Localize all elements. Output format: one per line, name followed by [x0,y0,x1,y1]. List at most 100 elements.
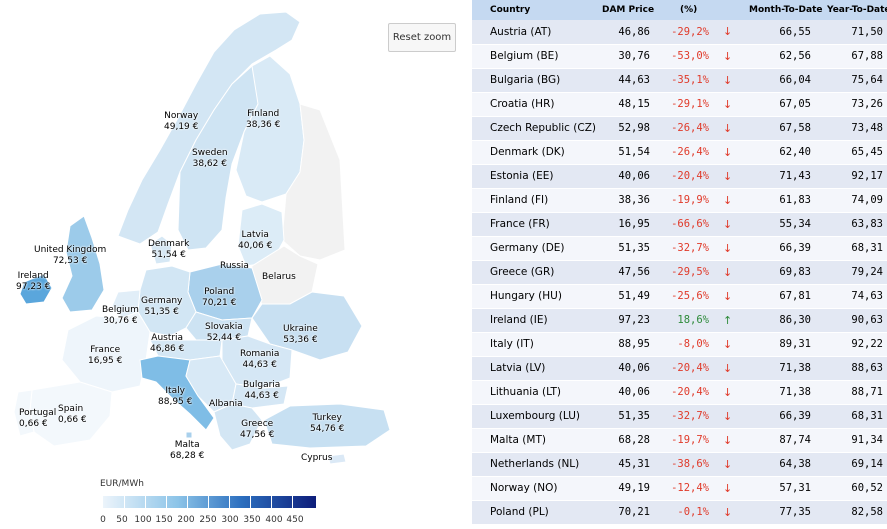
country-russia[interactable] [281,103,346,261]
dam-price-cell: 45,31 [598,452,654,477]
country-united-kingdom[interactable] [61,215,105,313]
country-norway[interactable] [117,11,301,245]
table-row[interactable]: Italy (IT) 88,95 -8,0% ↓ 89,31 92,22 [472,332,887,357]
arrow-down-icon: ↓ [713,140,737,165]
map-label-belgium: Belgium 30,76 € [102,305,139,327]
map-label-value: 51,54 € [151,250,186,260]
map-label-austria: Austria 46,86 € [150,333,184,355]
year-to-date-cell: 65,45 [815,140,887,165]
map-label-value: 38,36 € [246,120,281,130]
year-to-date-cell: 67,88 [815,44,887,69]
country-cell: Latvia (LV) [472,356,598,381]
reset-zoom-button[interactable]: Reset zoom [388,23,456,52]
country-portugal[interactable] [13,389,35,437]
map-label-value: 38,62 € [192,159,227,169]
map-label-value: 53,36 € [283,335,318,345]
country-cell: Poland (PL) [472,500,598,525]
table-row[interactable]: France (FR) 16,95 -66,6% ↓ 55,34 63,83 [472,212,887,237]
country-malta[interactable] [185,431,193,439]
country-ireland[interactable] [19,273,53,305]
table-row[interactable]: Germany (DE) 51,35 -32,7% ↓ 66,39 68,31 [472,236,887,261]
year-to-date-cell: 82,58 [815,500,887,525]
country-greece[interactable] [213,403,263,451]
table-row[interactable]: Malta (MT) 68,28 -19,7% ↓ 87,74 91,34 [472,428,887,453]
country-cell: Malta (MT) [472,428,598,453]
month-to-date-cell: 69,83 [737,260,815,285]
table-row[interactable]: Netherlands (NL) 45,31 -38,6% ↓ 64,38 69,14 [472,452,887,477]
arrow-down-icon: ↓ [713,212,737,237]
country-cell: Luxembourg (LU) [472,404,598,429]
dam-price-cell: 70,21 [598,500,654,525]
country-cell: Finland (FI) [472,188,598,213]
table-row[interactable]: Estonia (EE) 40,06 -20,4% ↓ 71,43 92,17 [472,164,887,189]
table-row[interactable]: Greece (GR) 47,56 -29,5% ↓ 69,83 79,24 [472,260,887,285]
percent-change-cell: -12,4% [654,476,713,501]
table-row[interactable]: Austria (AT) 46,86 -29,2% ↓ 66,55 71,50 [472,20,887,45]
country-cell: Estonia (EE) [472,164,598,189]
map-label-name: Austria [151,333,184,343]
header-month-to-date[interactable]: Month-To-Date [737,0,822,20]
map-label-sweden: Sweden 38,62 € [192,148,228,170]
table-row[interactable]: Poland (PL) 70,21 -0,1% ↓ 77,35 82,58 [472,500,887,525]
country-turkey[interactable] [263,403,391,449]
country-cell: Norway (NO) [472,476,598,501]
map-label-value: 0,66 € [58,415,87,425]
map-label-value: 97,23 € [16,282,51,292]
table-row[interactable]: Czech Republic (CZ) 52,98 -26,4% ↓ 67,58 73,4… [472,116,887,141]
percent-change-cell: -20,4% [654,356,713,381]
map-label-value: 40,06 € [238,241,273,251]
table-row[interactable]: Finland (FI) 38,36 -19,9% ↓ 61,83 74,09 [472,188,887,213]
table-row[interactable]: Lithuania (LT) 40,06 -20,4% ↓ 71,38 88,71 [472,380,887,405]
country-denmark[interactable] [149,235,173,265]
country-cell: Greece (GR) [472,260,598,285]
map-label-value: 44,63 € [244,391,279,401]
header-country[interactable]: Country [472,0,598,20]
month-to-date-cell: 71,38 [737,380,815,405]
map-label-value: 30,76 € [103,316,138,326]
month-to-date-cell: 87,74 [737,428,815,453]
map-label-name: Belgium [102,305,139,315]
map-label-name: Turkey [312,413,342,423]
table-row[interactable]: Denmark (DK) 51,54 -26,4% ↓ 62,40 65,45 [472,140,887,165]
map-panel[interactable]: Norway 49,19 € Finland 38,36 € Sweden 38… [0,0,470,529]
header-dam-price[interactable]: DAM Price [598,0,654,20]
map-label-name: Finland [247,109,280,119]
year-to-date-cell: 90,63 [815,308,887,333]
country-cyprus[interactable] [327,453,347,465]
table-row[interactable]: Luxembourg (LU) 51,35 -32,7% ↓ 66,39 68,31 [472,404,887,429]
map-label-turkey: Turkey 54,76 € [310,413,344,435]
month-to-date-cell: 66,55 [737,20,815,45]
map-label-name: Poland [204,287,235,297]
table-row[interactable]: Latvia (LV) 40,06 -20,4% ↓ 71,38 88,63 [472,356,887,381]
header-percent[interactable]: (%) [654,0,737,20]
europe-map[interactable] [0,0,470,529]
percent-change-cell: -29,2% [654,20,713,45]
table-row[interactable]: Croatia (HR) 48,15 -29,1% ↓ 67,05 73,26 [472,92,887,117]
percent-change-cell: -32,7% [654,236,713,261]
country-cell: Italy (IT) [472,332,598,357]
map-label-value: 46,86 € [150,344,185,354]
month-to-date-cell: 71,43 [737,164,815,189]
table-row[interactable]: Hungary (HU) 51,49 -25,6% ↓ 67,81 74,63 [472,284,887,309]
table-row[interactable]: Belgium (BE) 30,76 -53,0% ↓ 62,56 67,88 [472,44,887,69]
country-italy[interactable] [139,355,215,431]
arrow-down-icon: ↓ [713,92,737,117]
arrow-down-icon: ↓ [713,356,737,381]
table-row[interactable]: Norway (NO) 49,19 -12,4% ↓ 57,31 60,52 [472,476,887,501]
dam-price-cell: 51,35 [598,236,654,261]
map-label-bulgaria: Bulgaria 44,63 € [243,380,280,402]
table-row[interactable]: Ireland (IE) 97,23 18,6% ↑ 86,30 90,63 [472,308,887,333]
arrow-down-icon: ↓ [713,404,737,429]
map-label-portugal: Portugal 0,66 € [19,408,56,430]
country-cell: Lithuania (LT) [472,380,598,405]
legend-tick [166,496,167,508]
map-label-france: France 16,95 € [88,345,122,367]
year-to-date-cell: 60,52 [815,476,887,501]
table-row[interactable]: Bulgaria (BG) 44,63 -35,1% ↓ 66,04 75,64 [472,68,887,93]
arrow-down-icon: ↓ [713,20,737,45]
header-year-to-date[interactable]: Year-To-Date [815,0,887,20]
percent-change-cell: -66,6% [654,212,713,237]
legend-label: 100 [134,515,152,525]
year-to-date-cell: 68,31 [815,404,887,429]
map-label-norway: Norway 49,19 € [164,111,198,133]
